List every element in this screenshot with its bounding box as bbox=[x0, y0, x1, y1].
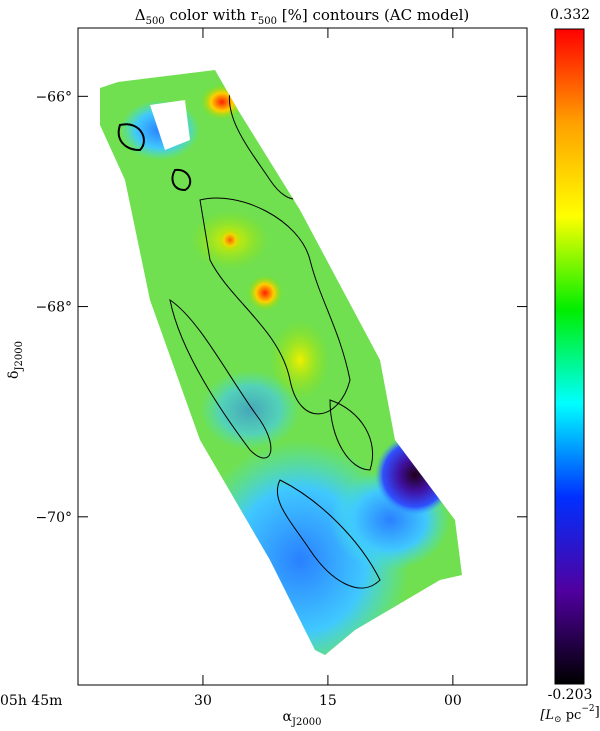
map-image bbox=[100, 70, 462, 655]
title-part: [%] contours (AC model) bbox=[277, 6, 469, 24]
y-tick-label: −66° bbox=[35, 89, 72, 105]
ylabel: δJ2000 bbox=[6, 341, 25, 379]
x-tick-label: 30 bbox=[194, 693, 212, 709]
xlabel: αJ2000 bbox=[283, 709, 322, 727]
x-tick-label: 05h 45m bbox=[0, 693, 62, 709]
chart-title: Δ500 color with r500 [%] contours (AC mo… bbox=[135, 6, 470, 27]
colorbar-label: [L⊙ pc−2] bbox=[540, 704, 599, 725]
xlabel-part: α bbox=[283, 709, 293, 725]
colorbar bbox=[555, 29, 584, 684]
ylabel-part: J2000 bbox=[14, 341, 25, 371]
x-tick-label: 00 bbox=[444, 693, 462, 709]
xlabel-part: J2000 bbox=[291, 717, 321, 727]
y-tick-label: −68° bbox=[35, 300, 72, 316]
colorbar-frame bbox=[554, 28, 585, 685]
colorbar-tick-label: -0.203 bbox=[548, 687, 593, 703]
plot-frame bbox=[77, 27, 528, 686]
colorbar-label-part: [L bbox=[540, 708, 554, 723]
title-part: 500 bbox=[258, 16, 277, 27]
x-tick-label: 15 bbox=[319, 693, 337, 709]
ylabel-part: δ bbox=[6, 371, 22, 379]
colorbar-label-part: ⊙ bbox=[554, 715, 562, 725]
y-tick-label: −70° bbox=[35, 510, 72, 526]
colorbar-label-part: ] bbox=[595, 705, 600, 720]
colorbar-label-part: pc bbox=[562, 708, 582, 723]
title-part: 500 bbox=[146, 16, 165, 27]
title-part: Δ bbox=[135, 6, 146, 24]
colorbar-label-part: −2 bbox=[581, 704, 594, 714]
colorbar-tick-label: 0.332 bbox=[550, 7, 590, 23]
title-part: color with r bbox=[165, 6, 259, 24]
